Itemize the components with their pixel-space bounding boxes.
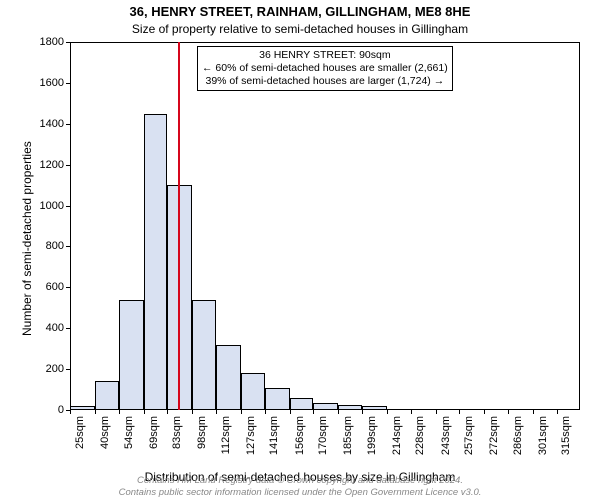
x-tick-label: 185sqm [342, 416, 354, 455]
y-tick-label: 800 [46, 240, 70, 252]
y-tick-label: 1000 [40, 200, 70, 212]
x-tick-label: 243sqm [440, 416, 452, 455]
x-tick [533, 410, 534, 414]
y-tick-label: 400 [46, 322, 70, 334]
histogram-bar [192, 300, 215, 410]
reference-line [178, 42, 180, 410]
x-tick [557, 410, 558, 414]
annotation-box: 36 HENRY STREET: 90sqm← 60% of semi-deta… [197, 46, 453, 91]
x-tick [508, 410, 509, 414]
x-tick [192, 410, 193, 414]
histogram-bar [216, 345, 241, 410]
x-tick-label: 214sqm [391, 416, 403, 455]
x-tick [459, 410, 460, 414]
footer-line-1: Contains HM Land Registry data © Crown c… [0, 475, 600, 486]
x-tick-label: 127sqm [245, 416, 257, 455]
y-tick-label: 1800 [40, 36, 70, 48]
x-tick-label: 112sqm [220, 416, 232, 454]
x-tick-label: 83sqm [171, 416, 183, 449]
histogram-bar [362, 406, 387, 410]
x-tick-label: 156sqm [294, 416, 306, 455]
annotation-line: 39% of semi-detached houses are larger (… [202, 75, 448, 88]
histogram-bar [95, 381, 118, 410]
axis-border-left [70, 42, 71, 410]
x-tick [144, 410, 145, 414]
chart-subtitle: Size of property relative to semi-detach… [0, 22, 600, 36]
footer-line-2: Contains public sector information licen… [0, 487, 600, 498]
y-tick-label: 1400 [40, 118, 70, 130]
x-tick-label: 98sqm [196, 416, 208, 449]
x-tick-label: 301sqm [537, 416, 549, 455]
x-tick-label: 170sqm [317, 416, 329, 455]
y-tick-label: 0 [58, 404, 70, 416]
x-tick [167, 410, 168, 414]
x-tick-label: 54sqm [123, 416, 135, 449]
x-tick [95, 410, 96, 414]
x-tick [338, 410, 339, 414]
y-axis-label: Number of semi-detached properties [20, 142, 34, 337]
y-tick-label: 600 [46, 281, 70, 293]
x-tick [119, 410, 120, 414]
x-tick [484, 410, 485, 414]
x-tick-label: 141sqm [268, 416, 280, 455]
annotation-line: 36 HENRY STREET: 90sqm [202, 49, 448, 62]
x-tick-label: 286sqm [512, 416, 524, 455]
x-tick [265, 410, 266, 414]
x-tick [411, 410, 412, 414]
histogram-bar [144, 114, 167, 410]
y-tick-label: 1200 [40, 159, 70, 171]
chart-container: 36, HENRY STREET, RAINHAM, GILLINGHAM, M… [0, 0, 600, 500]
annotation-line: ← 60% of semi-detached houses are smalle… [202, 62, 448, 75]
x-tick [387, 410, 388, 414]
histogram-bar [265, 388, 290, 410]
x-tick-label: 315sqm [560, 416, 572, 455]
x-tick-label: 228sqm [414, 416, 426, 455]
x-tick-label: 199sqm [366, 416, 378, 455]
x-tick-label: 272sqm [488, 416, 500, 455]
histogram-bar [338, 405, 361, 410]
x-tick [70, 410, 71, 414]
x-tick [362, 410, 363, 414]
histogram-bar [290, 398, 313, 410]
x-tick [216, 410, 217, 414]
histogram-bar [313, 403, 338, 410]
x-tick [290, 410, 291, 414]
x-tick [436, 410, 437, 414]
x-tick-label: 69sqm [148, 416, 160, 449]
histogram-bar [241, 373, 264, 410]
chart-title: 36, HENRY STREET, RAINHAM, GILLINGHAM, M… [0, 4, 600, 19]
x-tick-label: 257sqm [463, 416, 475, 455]
y-tick-label: 1600 [40, 77, 70, 89]
histogram-bar [70, 406, 95, 410]
x-tick [313, 410, 314, 414]
x-tick-label: 25sqm [74, 416, 86, 449]
footer: Contains HM Land Registry data © Crown c… [0, 475, 600, 498]
x-tick [241, 410, 242, 414]
plot-area: 02004006008001000120014001600180025sqm40… [70, 42, 580, 410]
y-tick-label: 200 [46, 363, 70, 375]
histogram-bar [119, 300, 144, 410]
axis-border-top [70, 42, 580, 43]
axis-border-right [579, 42, 580, 410]
x-tick-label: 40sqm [99, 416, 111, 449]
